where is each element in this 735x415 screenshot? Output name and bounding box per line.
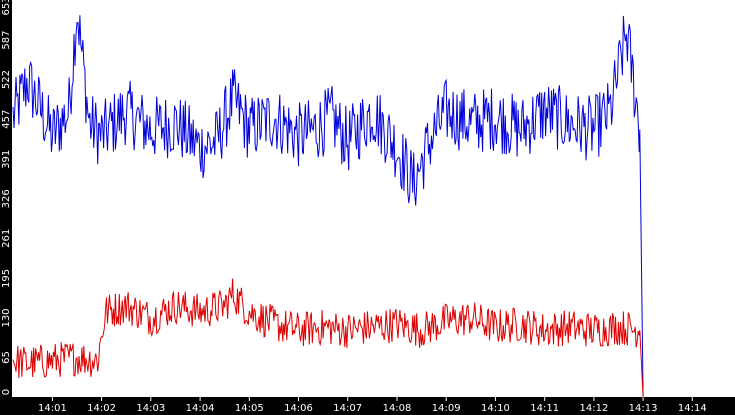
y-tick-label: 391 [1,150,12,169]
y-tick-label: 587 [1,31,12,50]
series-line-1 [12,15,644,398]
y-tick-label: 65 [1,351,12,364]
y-tick-label: 457 [1,110,12,129]
y-tick-label: 130 [1,308,12,327]
x-tick-label: 14:09 [432,403,461,414]
y-tick-label: 653 [1,0,12,16]
series-line-2 [12,278,644,398]
y-tick-label: 195 [1,269,12,288]
y-tick-label: 522 [1,70,12,89]
x-tick-label: 14:03 [136,403,165,414]
x-axis-band [0,397,735,415]
x-tick-label: 14:11 [530,403,559,414]
x-tick-label: 14:08 [383,403,412,414]
y-tick-labels: 0 65 130 195 261 326 391 457 522 587 653 [1,0,12,395]
x-tick-labels: 14:01 14:02 14:03 14:04 14:05 14:06 14:07 14:08… [38,397,707,414]
x-tick-label: 14:06 [284,403,313,414]
y-axis-band [0,0,12,415]
x-tick-label: 14:05 [235,403,264,414]
x-tick-label: 14:12 [579,403,608,414]
y-tick-label: 261 [1,229,12,248]
x-tick-label: 14:01 [38,403,67,414]
x-tick-label: 14:14 [678,403,707,414]
x-tick-label: 14:10 [481,403,510,414]
x-tick-label: 14:13 [629,403,658,414]
x-tick-label: 14:02 [87,403,116,414]
x-tick-label: 14:04 [186,403,215,414]
y-tick-label: 0 [1,389,12,395]
x-tick-label: 14:07 [333,403,362,414]
y-tick-label: 326 [1,189,12,208]
series-layer [12,15,644,398]
